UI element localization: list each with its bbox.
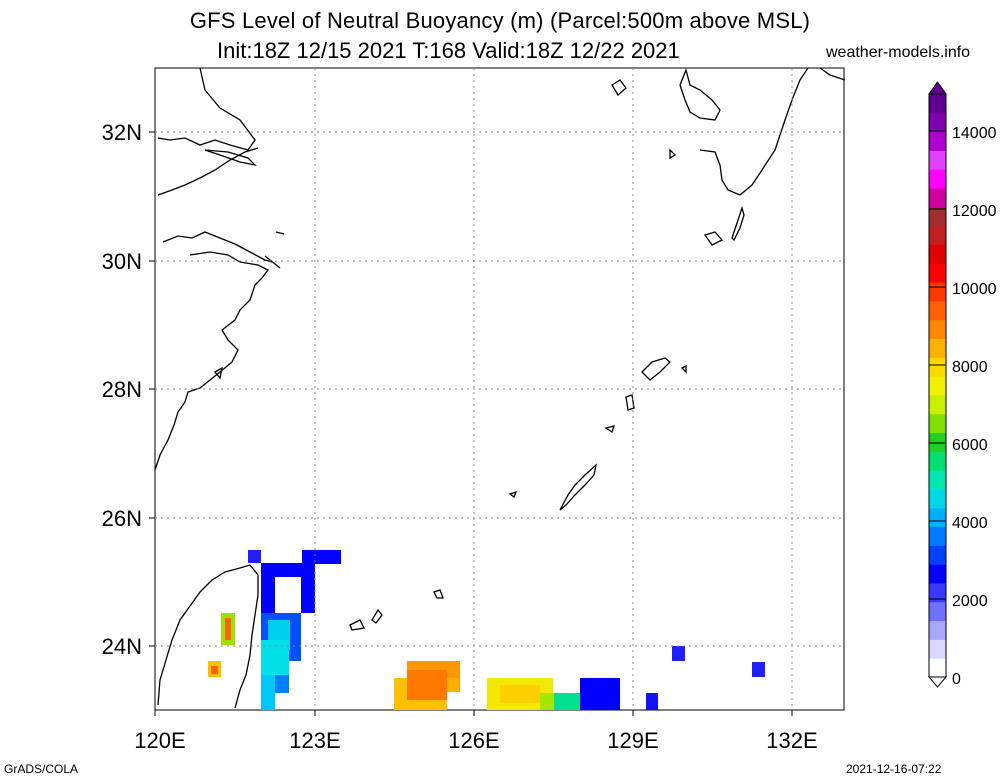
colorbar-swatch xyxy=(929,582,946,603)
chart-title: GFS Level of Neutral Buoyancy (m) (Parce… xyxy=(189,8,811,33)
coastlines xyxy=(154,67,846,709)
colorbar-swatch xyxy=(929,188,946,208)
data-cell xyxy=(447,678,459,692)
colorbar-label: 4000 xyxy=(952,515,988,532)
data-cell xyxy=(646,693,658,710)
data-cell xyxy=(580,678,620,710)
data-cell xyxy=(261,577,275,613)
chart-subtitle: Init:18Z 12/15 2021 T:168 Valid:18Z 12/2… xyxy=(217,38,680,63)
data-field xyxy=(208,550,765,710)
colorbar-swatch xyxy=(929,244,946,264)
colorbar-label: 14000 xyxy=(952,125,997,142)
colorbar-label: 12000 xyxy=(952,203,997,220)
data-cell xyxy=(672,646,685,661)
axis-ticks xyxy=(149,131,793,716)
colorbar-swatch xyxy=(929,150,946,170)
colorbar xyxy=(927,81,948,688)
data-cell xyxy=(275,675,289,693)
colorbar-swatch xyxy=(929,169,946,189)
colorbar-swatch xyxy=(929,488,946,509)
colorbar-swatch xyxy=(929,376,946,396)
colorbar-swatch xyxy=(929,263,946,283)
colorbar-swatch xyxy=(929,545,946,565)
data-cell xyxy=(553,693,580,710)
data-cell xyxy=(301,577,315,613)
colorbar-swatch xyxy=(929,394,946,415)
colorbar-swatch xyxy=(929,413,946,434)
lon-label: 132E xyxy=(766,728,817,753)
colorbar-label: 2000 xyxy=(952,593,988,610)
software-credit: GrADS/COLA xyxy=(4,762,79,776)
colorbar-swatch xyxy=(929,112,946,133)
colorbar-label: 0 xyxy=(952,671,961,688)
data-cell xyxy=(261,675,275,710)
colorbar-swatch xyxy=(929,357,946,377)
colorbar-swatch xyxy=(929,94,946,114)
colorbar-max-arrow xyxy=(928,81,947,95)
data-cell xyxy=(261,640,289,675)
colorbar-swatch xyxy=(929,300,946,321)
colorbar-swatch xyxy=(929,338,946,358)
colorbar-label: 8000 xyxy=(952,359,988,376)
colorbar-swatch xyxy=(929,507,946,528)
data-cell xyxy=(752,662,765,677)
colorbar-swatch xyxy=(929,601,946,622)
colorbar-label: 6000 xyxy=(952,437,988,454)
colorbar-swatch xyxy=(929,131,946,151)
lat-label: 28N xyxy=(102,377,142,402)
data-cell xyxy=(540,693,554,710)
lat-label: 30N xyxy=(102,249,142,274)
colorbar-label: 10000 xyxy=(952,281,997,298)
colorbar-swatch xyxy=(929,432,946,452)
data-cell xyxy=(225,618,231,640)
colorbar-swatch xyxy=(929,658,946,678)
lat-label: 24N xyxy=(102,634,142,659)
generated-timestamp: 2021-12-16-07:22 xyxy=(846,762,942,776)
colorbar-swatch xyxy=(929,282,946,302)
data-cell xyxy=(500,685,540,703)
lat-label: 26N xyxy=(102,506,142,531)
lon-label: 126E xyxy=(448,728,499,753)
data-cell xyxy=(211,666,218,674)
lon-label: 120E xyxy=(134,728,185,753)
data-cell xyxy=(302,550,341,564)
colorbar-swatch xyxy=(929,319,946,339)
graticule xyxy=(155,68,844,710)
site-credit: weather-models.info xyxy=(826,44,971,61)
data-cell xyxy=(407,670,447,700)
colorbar-swatch xyxy=(929,564,946,584)
colorbar-min-arrow xyxy=(927,676,948,688)
lon-label: 123E xyxy=(289,728,340,753)
data-cell xyxy=(261,563,315,577)
colorbar-swatch xyxy=(929,639,946,659)
colorbar-swatch xyxy=(929,620,946,640)
lat-label: 32N xyxy=(102,120,142,145)
colorbar-swatch xyxy=(929,225,946,245)
colorbar-swatch xyxy=(929,470,946,490)
data-cell xyxy=(248,550,261,563)
colorbar-swatch xyxy=(929,206,946,227)
colorbar-swatch xyxy=(929,451,946,471)
colorbar-swatch xyxy=(929,526,946,546)
lon-label: 129E xyxy=(607,728,658,753)
